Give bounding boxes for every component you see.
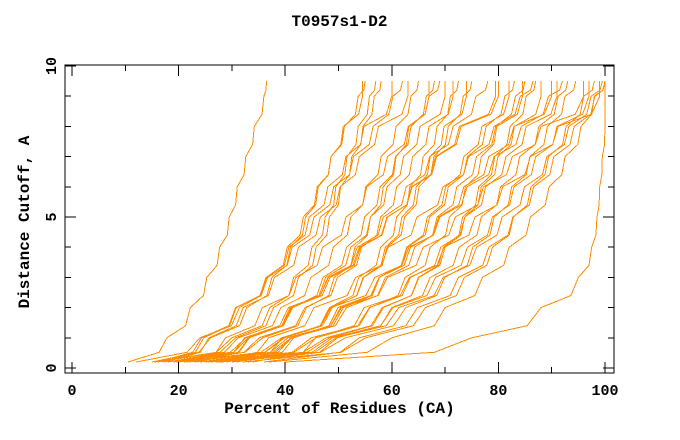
model-curve (253, 81, 601, 363)
model-curve (189, 81, 499, 363)
model-curve (135, 81, 366, 363)
model-curve (210, 81, 542, 363)
model-curve (221, 80, 563, 363)
model-curve (221, 80, 577, 363)
model-curve (175, 81, 435, 363)
model-curve (237, 81, 553, 363)
model-curve (157, 81, 382, 363)
model-curve (197, 80, 489, 363)
model-curve (226, 81, 585, 363)
model-curve (151, 81, 363, 363)
model-curve (210, 80, 534, 363)
model-curve (154, 81, 377, 363)
model-curve (183, 81, 454, 363)
model-curve (186, 81, 467, 363)
model-curve (207, 81, 510, 363)
model-curve (199, 80, 526, 363)
x-axis-title: Percent of Residues (CA) (224, 400, 455, 418)
chart-title: T0957s1-D2 (291, 13, 388, 31)
model-curve (247, 80, 569, 363)
model-curve (242, 80, 595, 363)
x-tick-label: 80 (489, 383, 507, 400)
x-tick-label: 100 (591, 383, 618, 400)
model-curve (189, 81, 459, 363)
model-curve (127, 81, 267, 363)
model-curve (263, 80, 606, 363)
model-curve (165, 81, 409, 363)
model-curve (218, 80, 537, 363)
x-tick-label: 20 (170, 383, 188, 400)
model-curve (205, 81, 523, 363)
model-curve (269, 80, 606, 363)
model-curve (162, 81, 393, 363)
x-tick-label: 40 (276, 383, 294, 400)
y-tick-label: 5 (44, 212, 61, 221)
model-curve (157, 80, 403, 363)
x-tick-label: 0 (67, 383, 76, 400)
plot-border (64, 64, 615, 374)
model-curve (167, 81, 419, 363)
model-curve (285, 81, 606, 363)
x-tick-label: 60 (383, 383, 401, 400)
y-tick-label: 0 (44, 363, 61, 372)
y-tick-label: 10 (44, 57, 61, 75)
